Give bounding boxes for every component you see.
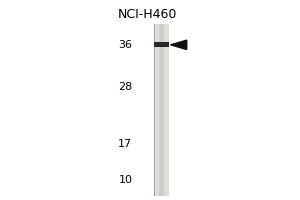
Text: 36: 36 (118, 40, 132, 50)
Text: 28: 28 (118, 82, 132, 92)
Polygon shape (171, 40, 187, 50)
Bar (154, 24, 169, 196)
Bar (159, 24, 164, 196)
Bar (154, 42, 169, 47)
Text: NCI-H460: NCI-H460 (117, 8, 177, 21)
Text: 10: 10 (118, 175, 132, 185)
Text: 17: 17 (118, 139, 132, 149)
